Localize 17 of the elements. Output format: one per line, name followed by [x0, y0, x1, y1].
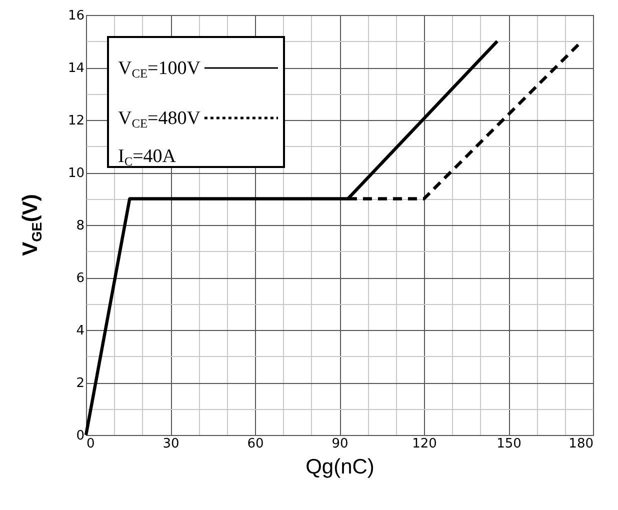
- x-tick-label: 60: [247, 436, 264, 452]
- y-tick-label: 16: [68, 8, 84, 24]
- y-axis-title: VGE(V): [19, 194, 44, 256]
- y-tick-label: 4: [76, 324, 84, 338]
- x-tick-label: 150: [496, 436, 522, 452]
- y-tick-label: 8: [76, 218, 84, 234]
- x-tick-label: 90: [332, 436, 348, 452]
- x-tick-label: 120: [412, 436, 437, 452]
- x-axis-title: Qg(nC): [306, 456, 374, 478]
- y-tick-label: 12: [68, 114, 84, 128]
- x-tick-label: 30: [162, 436, 180, 452]
- y-tick-label: 2: [76, 376, 84, 391]
- y-tick-label: 6: [76, 271, 84, 286]
- x-tick-label: 0: [86, 436, 95, 452]
- x-tick-label: 180: [568, 436, 594, 452]
- y-tick-label: 14: [68, 61, 84, 76]
- y-tick-label: 10: [68, 166, 84, 181]
